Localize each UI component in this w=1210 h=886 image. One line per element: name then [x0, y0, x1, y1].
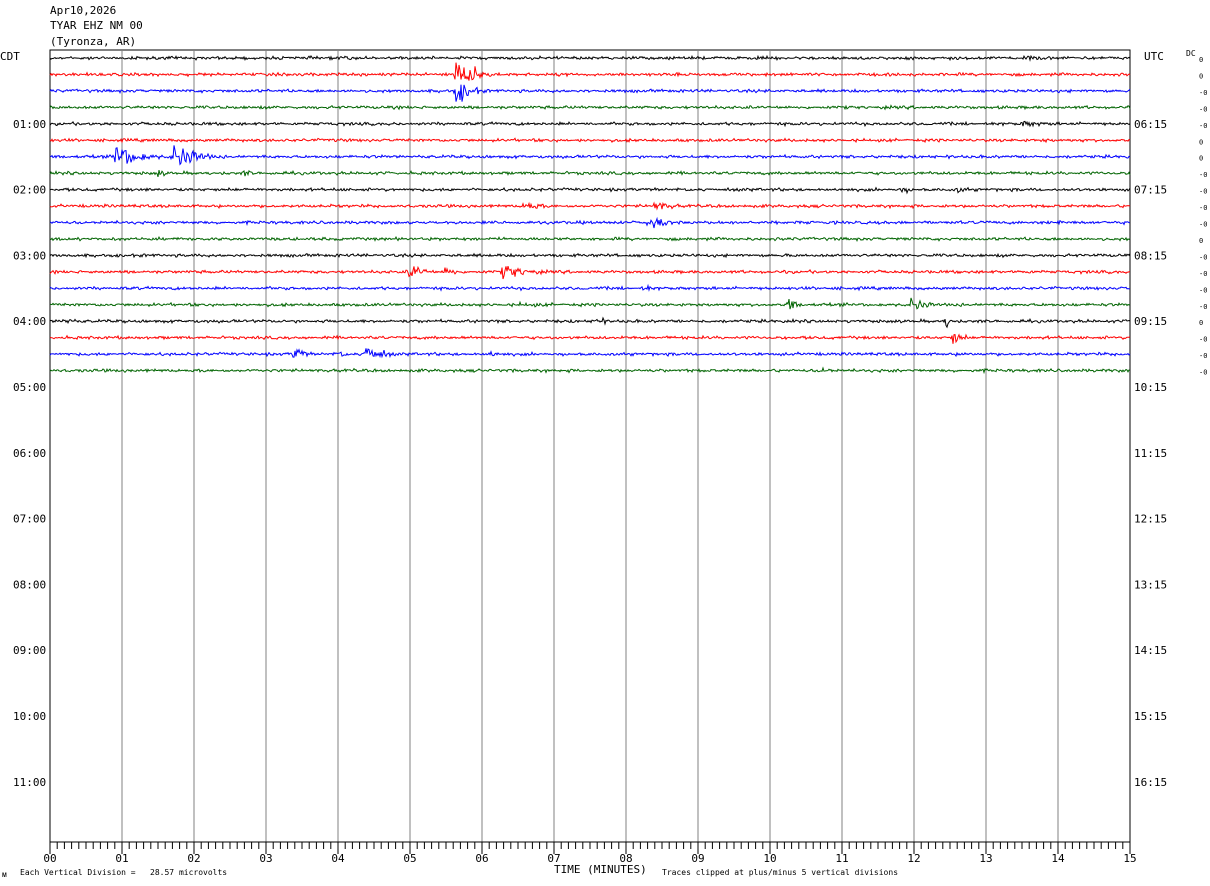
seismic-trace — [49, 265, 1130, 280]
corner-mark: ᴍ — [2, 870, 7, 879]
right-hour-label: 12:15 — [1134, 513, 1167, 526]
left-hour-label: 04:00 — [13, 315, 46, 328]
dc-offset-label: -0 — [1199, 336, 1207, 344]
dc-offset-label: -0 — [1199, 122, 1207, 130]
header-date: Apr10,2026 — [50, 4, 117, 17]
left-hour-label: 03:00 — [13, 249, 46, 262]
x-tick-label: 15 — [1123, 852, 1136, 865]
seismic-trace — [49, 84, 1131, 102]
dc-offset-label: -0 — [1199, 369, 1207, 377]
seismic-trace — [49, 366, 1131, 375]
seismic-trace — [49, 186, 1131, 195]
dc-offset-label: 0 — [1199, 237, 1203, 245]
dc-offset-label: -0 — [1199, 188, 1207, 196]
seismic-trace — [49, 297, 1131, 310]
left-hour-label: 09:00 — [13, 644, 46, 657]
left-hour-label: 11:00 — [13, 776, 46, 789]
x-tick-label: 11 — [835, 852, 848, 865]
right-hour-label: 06:15 — [1134, 118, 1167, 131]
seismic-trace — [49, 104, 1131, 111]
seismic-trace — [49, 348, 1131, 359]
x-tick-label: 07 — [547, 852, 560, 865]
right-hour-label: 10:15 — [1134, 381, 1167, 394]
dc-offset-label: -0 — [1199, 352, 1207, 360]
right-hour-label: 13:15 — [1134, 578, 1167, 591]
left-hour-label: 08:00 — [13, 578, 46, 591]
dc-offset-label: 0 — [1199, 56, 1203, 64]
dc-offset-label: -0 — [1199, 89, 1207, 97]
seismic-trace — [49, 201, 1131, 211]
seismic-trace — [49, 283, 1130, 292]
seismic-trace — [49, 62, 1131, 81]
seismic-trace — [49, 216, 1131, 229]
right-zone-label: UTC — [1144, 50, 1164, 63]
x-tick-label: 04 — [331, 852, 345, 865]
right-hour-label: 09:15 — [1134, 315, 1167, 328]
right-hour-label: 07:15 — [1134, 184, 1167, 197]
scale-note: Each Vertical Division = 28.57 microvolt… — [20, 868, 228, 877]
seismic-trace — [49, 235, 1131, 242]
seismic-trace — [49, 333, 1131, 344]
clip-note: Traces clipped at plus/minus 5 vertical … — [662, 868, 899, 877]
seismic-trace — [49, 252, 1131, 259]
x-tick-label: 13 — [979, 852, 992, 865]
x-tick-label: 14 — [1051, 852, 1065, 865]
x-tick-label: 12 — [907, 852, 920, 865]
seismic-trace — [49, 145, 1131, 166]
right-hour-label: 11:15 — [1134, 447, 1167, 460]
x-axis-label: TIME (MINUTES) — [554, 863, 647, 876]
right-hour-label: 08:15 — [1134, 249, 1167, 262]
left-hour-label: 02:00 — [13, 184, 46, 197]
seismic-trace — [49, 120, 1131, 128]
header-station: TYAR EHZ NM 00 — [50, 19, 143, 32]
dc-offset-label: -0 — [1199, 105, 1207, 113]
x-tick-label: 02 — [187, 852, 200, 865]
left-hour-label: 01:00 — [13, 118, 46, 131]
left-hour-label: 07:00 — [13, 513, 46, 526]
x-tick-label: 08 — [619, 852, 632, 865]
x-tick-label: 06 — [475, 852, 488, 865]
x-tick-label: 00 — [43, 852, 56, 865]
left-hour-label: 10:00 — [13, 710, 46, 723]
x-tick-label: 10 — [763, 852, 776, 865]
dc-offset-label: -0 — [1199, 270, 1207, 278]
left-zone-label: CDT — [0, 50, 20, 63]
header-location: (Tyronza, AR) — [50, 35, 137, 48]
seismic-trace — [49, 316, 1131, 329]
seismic-trace — [49, 137, 1131, 144]
dc-offset-label: 0 — [1199, 72, 1203, 80]
dc-label: DC — [1186, 49, 1196, 58]
right-hour-label: 16:15 — [1134, 776, 1167, 789]
dc-offset-label: -0 — [1199, 253, 1207, 261]
x-tick-label: 05 — [403, 852, 416, 865]
x-tick-label: 09 — [691, 852, 704, 865]
x-tick-label: 03 — [259, 852, 272, 865]
right-hour-label: 15:15 — [1134, 710, 1167, 723]
left-hour-label: 05:00 — [13, 381, 46, 394]
left-hour-label: 06:00 — [13, 447, 46, 460]
dc-offset-label: -0 — [1199, 303, 1207, 311]
plot-frame — [49, 49, 1131, 843]
dc-offset-label: -0 — [1199, 221, 1207, 229]
x-tick-label: 01 — [115, 852, 128, 865]
right-hour-label: 14:15 — [1134, 644, 1167, 657]
seismic-trace — [49, 54, 1131, 62]
dc-offset-label: 0 — [1199, 138, 1203, 146]
dc-offset-label: 0 — [1199, 319, 1203, 327]
dc-offset-label: -0 — [1199, 171, 1207, 179]
dc-offset-label: -0 — [1199, 286, 1207, 294]
dc-offset-label: -0 — [1199, 204, 1207, 212]
seismic-trace — [49, 169, 1131, 178]
dc-offset-label: 0 — [1199, 155, 1203, 163]
